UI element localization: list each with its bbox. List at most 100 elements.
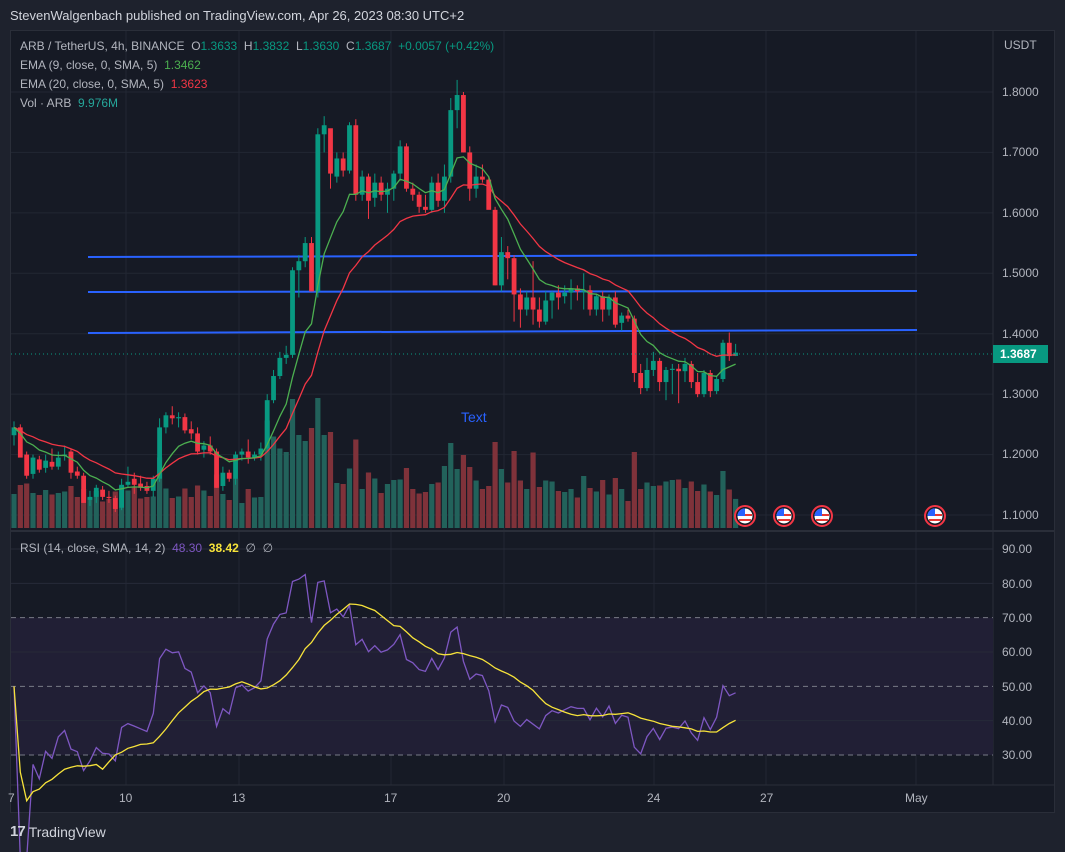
volume-bar: [549, 481, 555, 528]
tradingview-brand[interactable]: 17 TradingView: [10, 823, 106, 840]
candle-body: [315, 134, 321, 292]
candle-body: [24, 454, 30, 476]
candle-body: [157, 427, 162, 479]
rsi-ma-line: [13, 603, 736, 803]
volume-bar: [688, 481, 694, 528]
rsi-line: [13, 573, 736, 852]
time-tick: 17: [384, 791, 398, 805]
ema20-legend[interactable]: EMA (20, close, 0, SMA, 5) 1.3623: [20, 77, 207, 91]
candle-body: [663, 369, 669, 383]
candle-body: [461, 95, 466, 153]
volume-bar: [726, 489, 732, 528]
candle-body: [112, 498, 118, 509]
volume-bar: [606, 494, 612, 528]
volume-bar: [68, 486, 74, 528]
volume-legend[interactable]: Vol · ARB 9.976M: [20, 96, 118, 110]
volume-bar: [169, 498, 175, 528]
volume-bar: [460, 455, 467, 528]
volume-bar: [264, 420, 270, 528]
us-event-flag-icon[interactable]: [773, 505, 795, 527]
volume-bar: [568, 489, 574, 528]
volume-bar: [87, 497, 93, 528]
currency-label[interactable]: USDT: [1004, 38, 1037, 52]
rsi-tick: 30.00: [1002, 748, 1033, 762]
candle-body: [562, 292, 568, 297]
volume-bar: [486, 486, 492, 528]
volume-bar: [251, 497, 258, 528]
ema9-legend[interactable]: EMA (9, close, 0, SMA, 5) 1.3462: [20, 58, 201, 72]
candle-body: [74, 471, 80, 476]
us-event-flag-icon[interactable]: [924, 505, 946, 527]
volume-bar: [644, 482, 650, 528]
candle-body: [226, 472, 232, 479]
volume-bar: [277, 448, 283, 528]
close-label: C: [346, 39, 355, 53]
symbol-name[interactable]: ARB / TetherUS, 4h, BINANCE: [20, 39, 185, 53]
volume-bar: [163, 488, 169, 528]
us-event-flag-icon[interactable]: [734, 505, 756, 527]
volume-bar: [714, 495, 720, 528]
volume-bar: [182, 488, 188, 528]
candle-body: [195, 433, 200, 452]
volume-bar: [175, 496, 182, 528]
candle-body: [524, 297, 530, 310]
ema20-label[interactable]: EMA (20, close, 0, SMA, 5): [20, 77, 165, 91]
candle-body: [448, 110, 454, 177]
time-tick: 13: [232, 791, 246, 805]
volume-bar: [24, 483, 30, 528]
volume-bar: [441, 466, 448, 528]
volume-bar: [505, 482, 511, 528]
candle-body: [435, 182, 441, 201]
candle-body: [707, 372, 713, 392]
volume-bar: [144, 497, 150, 528]
volume-bar: [321, 435, 327, 528]
candle-body: [309, 243, 314, 292]
volume-bar: [43, 490, 49, 528]
volume-bar: [435, 482, 441, 528]
candle-body: [233, 454, 238, 479]
rsi-legend[interactable]: RSI (14, close, SMA, 14, 2) 48.30 38.42 …: [20, 541, 273, 555]
volume-bar: [416, 493, 422, 528]
rsi-tick: 40.00: [1002, 714, 1033, 728]
volume-bar: [498, 469, 505, 528]
us-event-flag-icon[interactable]: [811, 505, 833, 527]
candle-body: [701, 372, 707, 395]
rsi-label[interactable]: RSI (14, close, SMA, 14, 2): [20, 541, 166, 555]
volume-bar: [213, 474, 220, 528]
tradingview-logo-icon: 17: [10, 823, 26, 840]
candle-body: [606, 297, 612, 310]
candle-body: [17, 427, 23, 458]
candle-body: [720, 342, 726, 380]
volume-bar: [574, 497, 580, 528]
volume-bar: [36, 495, 42, 528]
volume-bar: [536, 487, 542, 528]
symbol-legend[interactable]: ARB / TetherUS, 4h, BINANCE O1.3633 H1.3…: [20, 39, 494, 53]
candle-body: [587, 290, 593, 310]
volume-bar: [93, 491, 99, 528]
open-value: 1.3633: [200, 39, 238, 53]
volume-label[interactable]: Vol · ARB: [20, 96, 72, 110]
change-value: +0.0057 (+0.42%): [398, 39, 495, 53]
volume-bar: [194, 485, 201, 528]
candle-body: [55, 457, 61, 467]
candle-body: [100, 489, 106, 497]
candle-body: [49, 461, 55, 467]
time-tick: 10: [119, 791, 133, 805]
candle-body: [467, 152, 473, 189]
price-tick: 1.5000: [1002, 266, 1039, 280]
volume-bar: [334, 483, 340, 528]
candle-body: [473, 176, 479, 189]
volume-bar: [55, 493, 61, 528]
volume-bar: [422, 492, 429, 528]
volume-bar: [74, 497, 80, 528]
candle-body: [657, 360, 663, 383]
candle-body: [543, 300, 549, 322]
text-annotation[interactable]: Text: [461, 409, 487, 425]
price-tick: 1.1000: [1002, 508, 1039, 522]
volume-bar: [479, 489, 486, 528]
ema9-label[interactable]: EMA (9, close, 0, SMA, 5): [20, 58, 158, 72]
time-tick: 24: [647, 791, 661, 805]
volume-bar: [207, 496, 213, 528]
candle-body: [600, 296, 606, 310]
